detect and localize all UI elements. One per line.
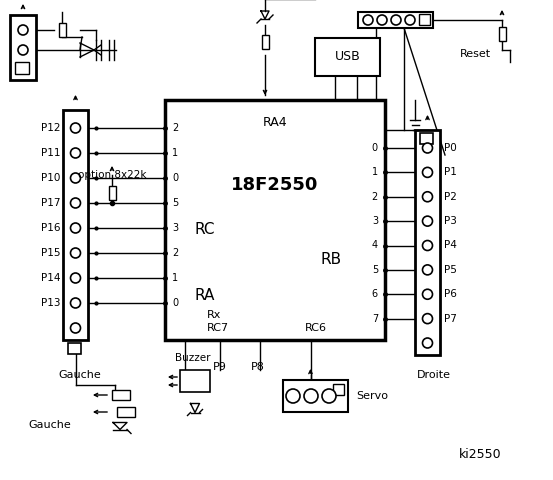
- Circle shape: [422, 216, 432, 226]
- Text: 0: 0: [172, 298, 178, 308]
- Circle shape: [422, 240, 432, 251]
- Text: RC: RC: [195, 223, 216, 238]
- Circle shape: [363, 15, 373, 25]
- Text: Buzzer: Buzzer: [175, 353, 211, 363]
- Text: 6: 6: [372, 289, 378, 299]
- Text: P8: P8: [251, 362, 265, 372]
- Text: USB: USB: [335, 50, 361, 63]
- Text: P5: P5: [444, 265, 457, 275]
- Text: 3: 3: [172, 223, 178, 233]
- Circle shape: [391, 15, 401, 25]
- Bar: [283, 380, 348, 412]
- Circle shape: [70, 323, 81, 333]
- Text: 5: 5: [372, 265, 378, 275]
- Text: Servo: Servo: [356, 391, 388, 401]
- Text: P15: P15: [40, 248, 60, 258]
- Text: 1: 1: [372, 168, 378, 178]
- Text: RA4: RA4: [263, 116, 288, 129]
- Circle shape: [422, 289, 432, 299]
- Text: Droite: Droite: [417, 370, 451, 380]
- Bar: [108, 186, 116, 200]
- Text: RC6: RC6: [305, 323, 327, 333]
- Bar: [419, 14, 430, 25]
- Text: 2: 2: [172, 248, 178, 258]
- Bar: [358, 12, 433, 28]
- Text: P11: P11: [40, 148, 60, 158]
- Text: 2: 2: [372, 192, 378, 202]
- Circle shape: [286, 389, 300, 403]
- Text: ki2550: ki2550: [458, 448, 502, 461]
- Text: 2: 2: [172, 123, 178, 133]
- Text: P12: P12: [40, 123, 60, 133]
- Circle shape: [422, 192, 432, 202]
- Text: P0: P0: [444, 143, 457, 153]
- Text: Gauche: Gauche: [58, 370, 101, 380]
- Bar: [15, 62, 29, 74]
- Bar: [262, 35, 269, 49]
- Circle shape: [70, 173, 81, 183]
- Bar: [180, 370, 210, 392]
- Circle shape: [322, 389, 336, 403]
- Text: 7: 7: [372, 313, 378, 324]
- Text: P13: P13: [40, 298, 60, 308]
- Text: Rx: Rx: [207, 310, 221, 320]
- Circle shape: [70, 273, 81, 283]
- Text: 4: 4: [372, 240, 378, 251]
- Text: 18F2550: 18F2550: [231, 176, 319, 194]
- Circle shape: [70, 248, 81, 258]
- Text: P2: P2: [444, 192, 457, 202]
- Bar: [63, 110, 88, 340]
- Text: P6: P6: [444, 289, 457, 299]
- Circle shape: [377, 15, 387, 25]
- Circle shape: [70, 198, 81, 208]
- Text: P17: P17: [40, 198, 60, 208]
- Circle shape: [422, 168, 432, 178]
- Circle shape: [70, 148, 81, 158]
- Text: P14: P14: [40, 273, 60, 283]
- Bar: [333, 384, 344, 395]
- Text: Gauche: Gauche: [29, 420, 71, 430]
- Text: RA: RA: [195, 288, 215, 302]
- Text: 1: 1: [172, 273, 178, 283]
- Text: 0: 0: [372, 143, 378, 153]
- Text: option 8x22k: option 8x22k: [78, 170, 146, 180]
- Bar: [112, 390, 130, 400]
- Text: P7: P7: [444, 313, 457, 324]
- Bar: [165, 100, 385, 340]
- Text: Reset: Reset: [460, 49, 491, 59]
- Text: 5: 5: [172, 198, 178, 208]
- Bar: [420, 133, 433, 144]
- Text: 1: 1: [172, 148, 178, 158]
- Circle shape: [422, 265, 432, 275]
- Text: P1: P1: [444, 168, 457, 178]
- Circle shape: [422, 313, 432, 324]
- Bar: [68, 343, 81, 354]
- Bar: [415, 130, 440, 355]
- Circle shape: [70, 123, 81, 133]
- Circle shape: [422, 143, 432, 153]
- Bar: [498, 27, 505, 41]
- Bar: [117, 407, 135, 417]
- Text: RC7: RC7: [207, 323, 229, 333]
- Circle shape: [304, 389, 318, 403]
- Text: P4: P4: [444, 240, 457, 251]
- Text: P16: P16: [40, 223, 60, 233]
- Bar: [315, 38, 380, 76]
- Text: P9: P9: [213, 362, 227, 372]
- Bar: [10, 15, 36, 80]
- Circle shape: [18, 25, 28, 35]
- Circle shape: [18, 45, 28, 55]
- Text: 3: 3: [372, 216, 378, 226]
- Bar: [59, 23, 65, 37]
- Circle shape: [405, 15, 415, 25]
- Circle shape: [70, 223, 81, 233]
- Text: P10: P10: [40, 173, 60, 183]
- Circle shape: [422, 338, 432, 348]
- Circle shape: [70, 298, 81, 308]
- Text: RB: RB: [320, 252, 341, 267]
- Text: P3: P3: [444, 216, 457, 226]
- Text: 0: 0: [172, 173, 178, 183]
